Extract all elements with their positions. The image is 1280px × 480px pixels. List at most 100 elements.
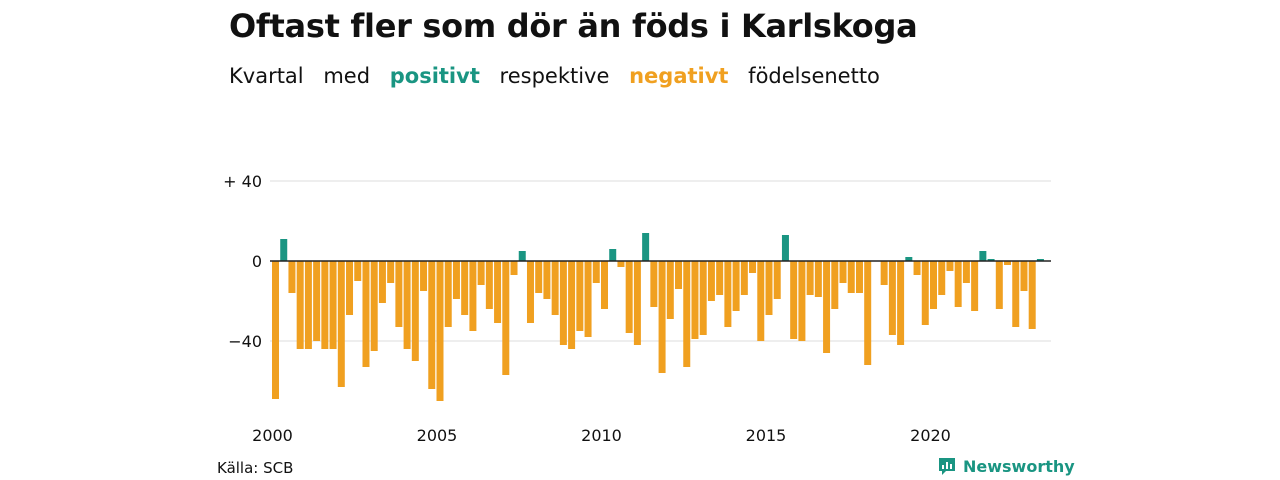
- bar: [551, 261, 559, 315]
- bar: [387, 261, 395, 283]
- bar: [913, 261, 921, 275]
- bar: [905, 257, 913, 261]
- bar: [962, 261, 970, 283]
- bar: [814, 261, 822, 297]
- bar: [584, 261, 592, 337]
- bar: [403, 261, 411, 349]
- bar: [930, 261, 937, 309]
- bar: [1012, 261, 1020, 327]
- subtitle-word: med: [323, 64, 371, 88]
- x-axis: 2000 2005 2010 2015 2020: [252, 426, 951, 445]
- bar: [395, 261, 403, 327]
- bar: [724, 261, 732, 327]
- bar: [864, 261, 872, 365]
- bar: [707, 261, 715, 301]
- bar: [354, 261, 362, 281]
- bar: [757, 261, 765, 341]
- bar: [995, 261, 1003, 309]
- chart-subtitle: Kvartal med positivt respektive negativt…: [229, 64, 893, 88]
- subtitle-word: Kvartal: [229, 64, 304, 88]
- source-note: Källa: SCB: [217, 459, 294, 477]
- x-tick-label: 2020: [910, 426, 951, 445]
- legend-negative: negativt: [629, 64, 729, 88]
- bar: [921, 261, 929, 325]
- bar: [304, 261, 312, 349]
- bar: [839, 261, 847, 283]
- bar: [420, 261, 428, 291]
- bar: [601, 261, 608, 309]
- bar: [732, 261, 740, 311]
- bar: [675, 261, 683, 289]
- bar: [716, 261, 724, 295]
- legend-positive: positivt: [389, 64, 480, 88]
- newsworthy-logo-icon: [939, 458, 955, 475]
- x-tick-label: 2010: [581, 426, 622, 445]
- y-tick-label: + 40: [223, 172, 262, 191]
- bar: [642, 233, 650, 261]
- bar: [880, 261, 888, 285]
- bar: [938, 261, 946, 295]
- bar: [411, 261, 419, 361]
- bar: [378, 261, 386, 303]
- y-tick-label: −40: [228, 332, 262, 351]
- bar: [535, 261, 543, 293]
- bar: [272, 261, 279, 399]
- brand-logo[interactable]: Newsworthy: [937, 456, 1075, 476]
- bar: [971, 261, 979, 311]
- bar: [823, 261, 831, 353]
- bar: [888, 261, 896, 335]
- bar: [452, 261, 460, 299]
- bars-group: [272, 233, 1044, 401]
- bar: [609, 249, 617, 261]
- bar: [691, 261, 699, 339]
- bar: [543, 261, 551, 299]
- bar: [897, 261, 905, 345]
- bar: [806, 261, 814, 295]
- bar: [568, 261, 576, 349]
- bar: [428, 261, 436, 389]
- bar: [526, 261, 534, 323]
- bar: [740, 261, 748, 295]
- bar: [370, 261, 378, 351]
- chart-title: Oftast fler som dör än föds i Karlskoga: [229, 7, 918, 45]
- bar: [666, 261, 674, 319]
- bar: [576, 261, 584, 331]
- x-tick-label: 2015: [746, 426, 787, 445]
- bar: [790, 261, 798, 339]
- subtitle-word: respektive: [499, 64, 610, 88]
- x-tick-label: 2000: [252, 426, 293, 445]
- bar: [617, 261, 625, 267]
- bar: [469, 261, 477, 331]
- bar: [485, 261, 493, 309]
- bar: [773, 261, 781, 299]
- bar: [847, 261, 855, 293]
- bar: [510, 261, 518, 275]
- bar: [658, 261, 666, 373]
- bar: [461, 261, 469, 315]
- bar: [296, 261, 304, 349]
- bar: [1028, 261, 1036, 329]
- x-tick-label: 2005: [417, 426, 458, 445]
- bar: [987, 259, 995, 261]
- bar: [699, 261, 707, 335]
- bar: [831, 261, 839, 309]
- bar: [979, 251, 987, 261]
- bar: [477, 261, 485, 285]
- bar: [954, 261, 962, 307]
- bar: [337, 261, 345, 387]
- bar: [559, 261, 567, 345]
- bar: [362, 261, 370, 367]
- bar: [1004, 261, 1012, 265]
- bar: [633, 261, 641, 345]
- subtitle-word: födelsenetto: [748, 64, 880, 88]
- bar: [592, 261, 600, 283]
- bar-chart: + 40 0 −40 2000 2005 2010 2015 2020: [223, 172, 1051, 445]
- bar: [1020, 261, 1028, 291]
- y-tick-label: 0: [252, 252, 262, 271]
- bar: [288, 261, 296, 293]
- y-axis: + 40 0 −40: [223, 172, 262, 351]
- bar: [625, 261, 633, 333]
- bar: [436, 261, 444, 401]
- bar: [494, 261, 502, 323]
- bar: [1036, 259, 1044, 261]
